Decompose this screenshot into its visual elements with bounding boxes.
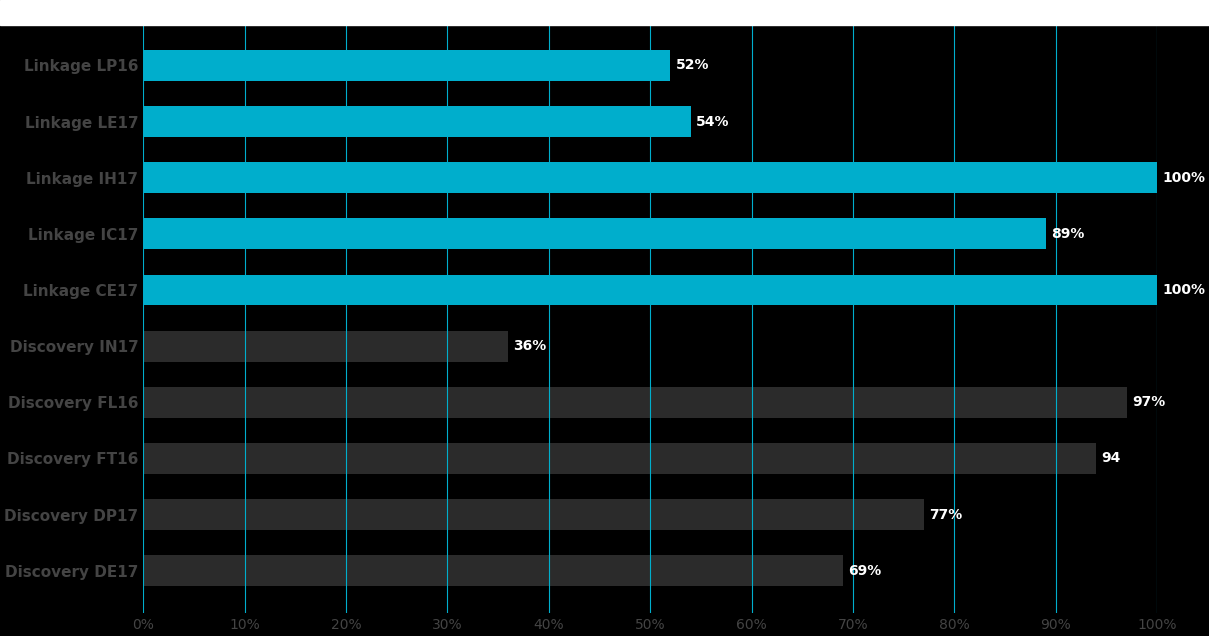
- Text: 77%: 77%: [929, 508, 962, 522]
- Bar: [143, 50, 671, 81]
- Text: 100%: 100%: [1162, 170, 1205, 185]
- Bar: [143, 555, 843, 586]
- Bar: [143, 387, 1127, 418]
- Bar: [143, 218, 1046, 249]
- Text: 52%: 52%: [676, 59, 708, 73]
- Text: 69%: 69%: [848, 563, 881, 577]
- Text: 89%: 89%: [1051, 227, 1084, 241]
- Text: 100%: 100%: [1162, 283, 1205, 297]
- Bar: [143, 443, 1097, 474]
- Bar: [143, 499, 924, 530]
- Text: 94: 94: [1101, 452, 1121, 466]
- Bar: [143, 106, 690, 137]
- Bar: [143, 331, 508, 362]
- Bar: [143, 275, 1157, 305]
- Text: 54%: 54%: [696, 114, 729, 128]
- Text: 97%: 97%: [1132, 396, 1165, 410]
- Text: 36%: 36%: [514, 339, 546, 353]
- Bar: [143, 162, 1157, 193]
